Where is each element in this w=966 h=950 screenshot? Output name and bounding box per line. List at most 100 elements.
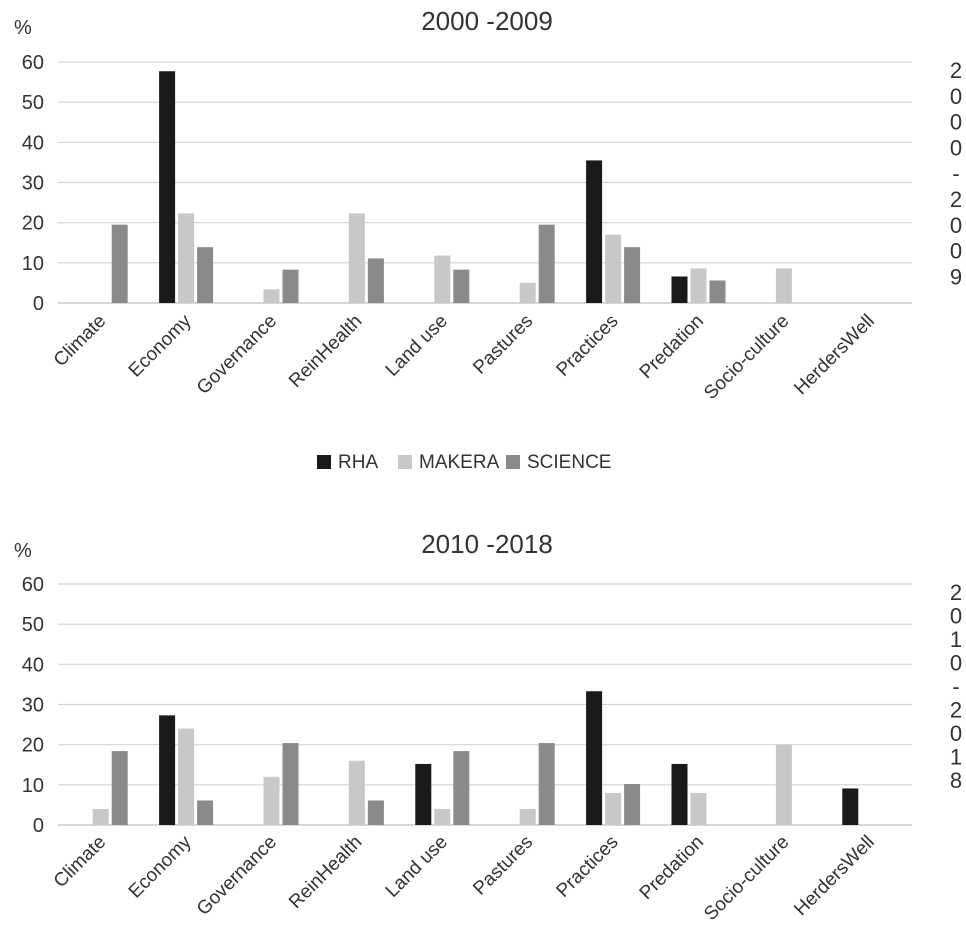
chart-1-side-label-char: 0	[950, 110, 962, 135]
chart-2-side-label-char: 8	[950, 768, 962, 793]
chart-1-side-label-char: 0	[950, 135, 962, 160]
chart-1-bar-makera	[434, 255, 451, 303]
chart-1-ylabel: %	[14, 17, 32, 39]
chart-1-ytick-label: 50	[22, 92, 44, 114]
chart-2-bar-makera	[690, 792, 707, 825]
chart-2-ytick-label: 20	[22, 735, 44, 757]
chart-2-side-label-char: 0	[950, 604, 962, 629]
chart-1-title: 2000 -2009	[421, 6, 553, 36]
chart-1-bar-rha	[671, 276, 688, 303]
chart-2-ylabel: %	[14, 540, 32, 562]
chart-1-bar-makera	[690, 268, 707, 303]
chart-2-bar-makera	[605, 792, 622, 825]
chart-2-category-label: Practices	[553, 832, 623, 902]
chart-2-bar-makera	[775, 744, 792, 825]
chart-1-bar-makera	[519, 282, 536, 303]
chart-1-bar-science	[709, 280, 726, 303]
chart-2-category-label: Predation	[636, 832, 708, 904]
chart-2-bar-rha	[671, 763, 688, 825]
legend-label-science: SCIENCE	[527, 452, 611, 473]
chart-1-bar-science	[538, 224, 555, 303]
chart-1-category-label: Pastures	[469, 311, 537, 379]
chart-2-ytick-label: 40	[22, 654, 44, 676]
chart-1-side-label-char: 0	[950, 84, 962, 109]
chart-2-title: 2010 -2018	[421, 529, 553, 559]
chart-2-bar-rha	[159, 715, 176, 825]
chart-2-category-label: Pastures	[469, 832, 537, 900]
chart-2-bar-rha	[415, 763, 432, 825]
chart-2-side-label-char: -	[952, 674, 959, 699]
chart-1-side-label-char: 0	[950, 213, 962, 238]
chart-2-ytick-label: 30	[22, 695, 44, 717]
chart-2-bar-rha	[842, 788, 859, 825]
chart-2-bar-makera	[92, 808, 109, 825]
chart-2-bar-science	[453, 751, 470, 825]
chart-2-ytick-label: 10	[22, 775, 44, 797]
chart-1-bar-makera	[605, 234, 622, 303]
legend-swatch-makera	[398, 455, 412, 469]
chart-2-category-label: Climate	[50, 832, 110, 892]
chart-1-category-label: HerdersWell	[790, 311, 879, 400]
chart-2-category-label: Economy	[125, 831, 196, 902]
legend-swatch-science	[506, 455, 520, 469]
chart-1-bar-makera	[263, 289, 280, 303]
chart-1-bar-makera	[775, 268, 792, 303]
chart-2-bar-science	[624, 784, 641, 825]
chart-1-bar-science	[367, 258, 384, 303]
chart-2-bar-makera	[348, 760, 365, 825]
chart-1-bar-science	[197, 247, 214, 303]
chart-2-bar-science	[197, 800, 214, 825]
chart-2-category-label: Land use	[382, 832, 452, 902]
chart-2-bar-makera	[519, 808, 536, 825]
chart-1-side-label-char: -	[952, 161, 959, 186]
chart-2-bar-science	[538, 743, 555, 825]
chart-1-bar-science	[453, 269, 470, 303]
chart-1-ytick-label: 30	[22, 173, 44, 195]
chart-2-category-label: HerdersWell	[790, 832, 879, 921]
chart-1-category-label: Predation	[636, 311, 708, 383]
chart-2-side-label-char: 2	[950, 580, 962, 605]
legend-swatch-rha	[317, 455, 331, 469]
chart-2-bar-science	[111, 751, 128, 825]
chart-2-bar-makera	[178, 728, 195, 825]
chart-1-ytick-label: 40	[22, 132, 44, 154]
chart-1-bar-makera	[178, 213, 195, 303]
chart-2-side-label-char: 0	[950, 721, 962, 746]
chart-2-category-label: ReinHealth	[285, 832, 366, 913]
chart-1-bar-makera	[348, 213, 365, 303]
chart-1-bar-rha	[159, 71, 176, 303]
chart-2-side-label-char: 1	[950, 745, 962, 770]
chart-2-ytick-label: 0	[33, 815, 44, 837]
legend-label-makera: MAKERA	[419, 452, 500, 473]
chart-2-bar-makera	[434, 808, 451, 825]
chart-1-side-label-char: 2	[950, 58, 962, 83]
chart-2-ytick-label: 60	[22, 574, 44, 596]
chart-1-side-label-char: 2	[950, 187, 962, 212]
chart-2-side-label-char: 2	[950, 698, 962, 723]
chart-1-category-label: ReinHealth	[285, 311, 366, 392]
chart-1-ytick-label: 60	[22, 52, 44, 74]
chart-1-category-label: Economy	[125, 310, 196, 381]
chart-1-ytick-label: 20	[22, 213, 44, 235]
chart-1-category-label: Climate	[50, 311, 110, 371]
chart-1-ytick-label: 0	[33, 293, 44, 315]
chart-1-side-label-char: 9	[950, 264, 962, 289]
chart-1-category-label: Governance	[193, 311, 281, 399]
chart-1-category-label: Practices	[553, 311, 623, 381]
chart-1-category-label: Land use	[382, 311, 452, 381]
chart-2-bar-makera	[263, 776, 280, 825]
chart-1-category-label: Socio-culture	[700, 311, 793, 404]
chart-1-ytick-label: 10	[22, 253, 44, 275]
chart-2-side-label-char: 0	[950, 651, 962, 676]
chart-1-bar-science	[282, 269, 299, 303]
chart-2-side-label-char: 1	[950, 627, 962, 652]
legend-label-rha: RHA	[338, 452, 378, 473]
chart-2-ytick-label: 50	[22, 614, 44, 636]
chart-2-category-label: Socio-culture	[700, 832, 793, 925]
chart-2-category-label: Governance	[193, 832, 281, 920]
chart-1-bar-science	[624, 247, 641, 303]
chart-1-bar-science	[111, 224, 128, 303]
chart-2-bar-rha	[586, 691, 603, 825]
